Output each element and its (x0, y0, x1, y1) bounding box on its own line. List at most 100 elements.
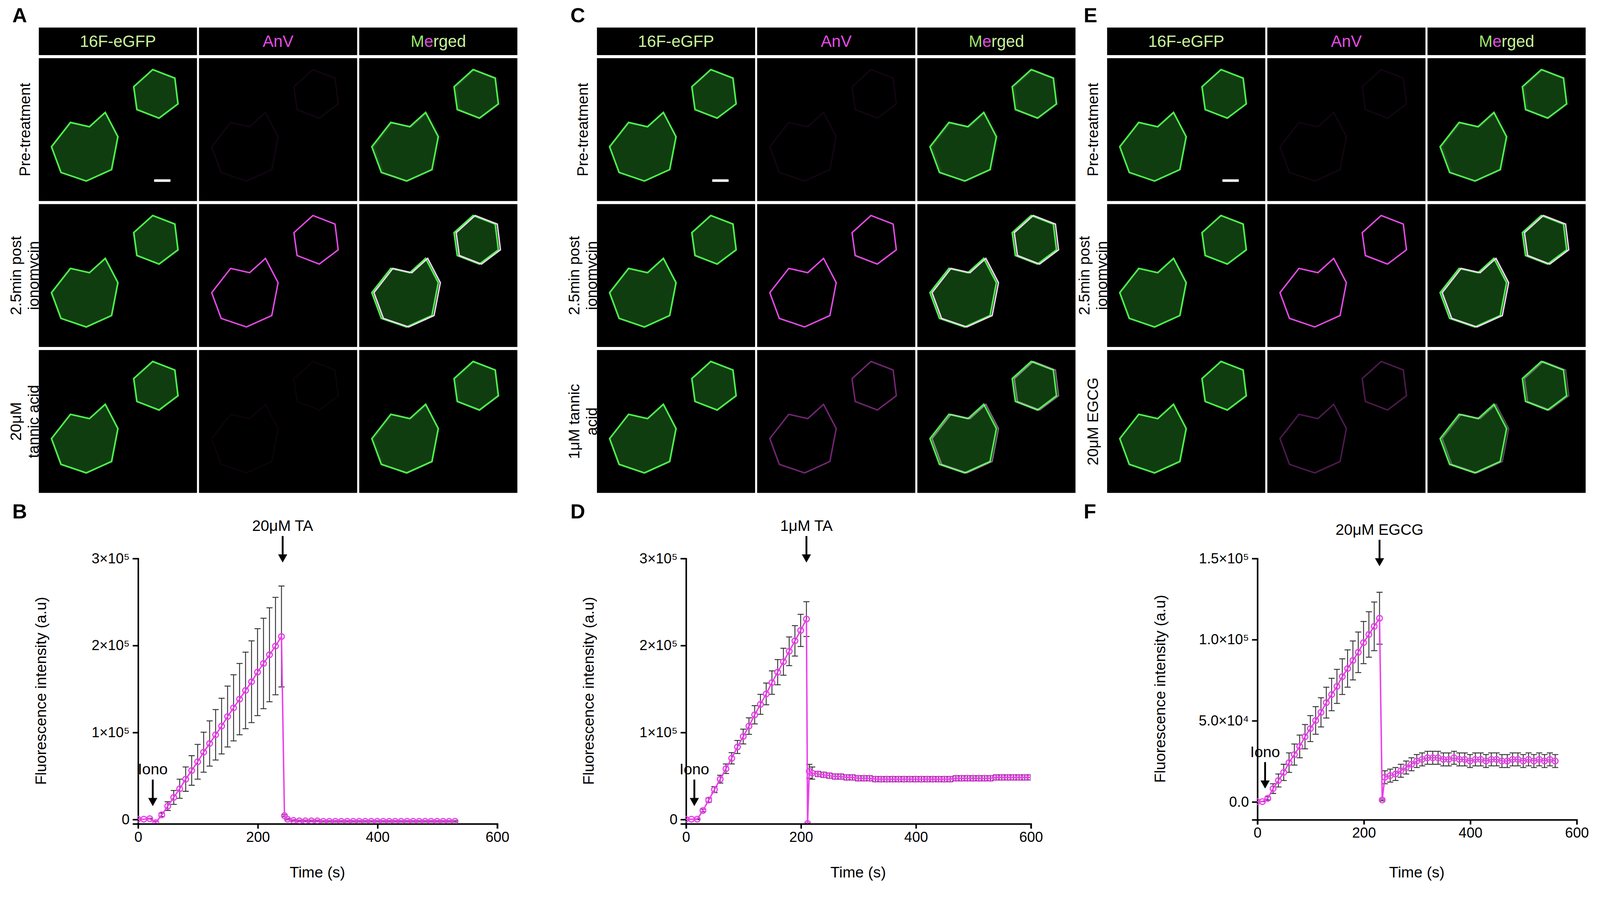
error-bar-cap (1488, 765, 1495, 767)
error-bar-cap (194, 778, 201, 780)
cell-outline (1201, 69, 1247, 118)
error-bar-cap (1366, 611, 1373, 613)
data-point (200, 749, 207, 756)
y-tick-label: 2×10⁵ (639, 637, 678, 654)
y-tick-label: 1.5×10⁵ (1198, 550, 1249, 567)
y-tick: 0 (121, 811, 138, 828)
row-label: 2.5min post (1075, 235, 1093, 316)
error-bar-cap (1344, 686, 1351, 688)
x-axis-line (1257, 819, 1578, 825)
error-bar-cap (751, 723, 758, 725)
data-point (332, 818, 339, 824)
y-tick-mark (1251, 719, 1258, 722)
annexin-stain (211, 112, 279, 182)
error-bar-cap (768, 670, 775, 672)
data-point (775, 669, 781, 675)
data-point (1259, 798, 1266, 805)
header-part: rged (991, 32, 1025, 51)
cell-outline (691, 361, 736, 410)
data-point (883, 776, 890, 783)
data-point (872, 776, 879, 783)
data-point (368, 818, 375, 824)
data-point (941, 776, 948, 783)
data-point (935, 776, 942, 783)
error-bar-cap (1435, 750, 1442, 752)
y-axis-title: Fluorescence intensity (a.u) (1151, 594, 1169, 783)
error-bar-cap (1445, 765, 1452, 767)
error-bar-cap (1445, 752, 1452, 754)
cell-outline (51, 258, 118, 327)
error-bar-cap (1525, 752, 1532, 754)
annexin-stain (769, 404, 837, 474)
x-tick-label: 0 (1253, 824, 1262, 841)
error-bar-cap (1408, 757, 1415, 758)
plot-area (1257, 592, 1559, 805)
column-header-box (757, 27, 916, 56)
data-point (284, 816, 291, 822)
error-bar-cap (1435, 763, 1442, 765)
x-tick: 400 (366, 823, 390, 845)
row-label: ionomycin (583, 241, 600, 310)
data-point (362, 818, 369, 824)
error-bar-cap (182, 766, 190, 768)
data-point (1333, 683, 1340, 690)
error-bar-cap (1344, 649, 1351, 650)
error-bar-cap (278, 686, 285, 688)
annexin-stain (851, 361, 897, 410)
row-label: Pre-treatment (1084, 82, 1102, 177)
micrograph (1427, 350, 1586, 493)
error-bar-cap (780, 647, 787, 649)
error-bar-cap (745, 717, 752, 718)
cell-outline (1440, 258, 1507, 327)
cell-outline (609, 258, 677, 327)
error-bar-cap (218, 697, 225, 699)
data-point (912, 776, 919, 783)
error-bar-cap (1546, 752, 1554, 754)
y-tick-mark (680, 557, 686, 560)
data-point (930, 776, 936, 783)
data-point (1302, 733, 1309, 740)
annexin-stain (1014, 215, 1059, 265)
annexin-stain (769, 112, 837, 182)
y-tick-mark (680, 644, 686, 647)
error-bar-cap (254, 715, 261, 717)
data-point (212, 731, 219, 738)
x-axis-line (686, 823, 1032, 829)
error-bar-cap (1472, 752, 1479, 754)
data-point (826, 772, 833, 779)
annexin-stain (1442, 258, 1509, 327)
error-bar-cap (1371, 601, 1378, 603)
y-tick: 1×10⁵ (639, 724, 686, 741)
error-bar-cap (1381, 770, 1388, 772)
data-point (218, 723, 225, 729)
error-bar-cap (785, 636, 793, 638)
error-bar-cap (1392, 780, 1399, 781)
column-header: AnV (820, 32, 852, 51)
header-part: M (1478, 32, 1493, 51)
data-point (141, 816, 147, 822)
error-bar-cap (1509, 765, 1516, 767)
x-tick: 200 (246, 823, 270, 845)
data-point (1323, 699, 1330, 706)
error-bar-cap (1397, 776, 1404, 778)
error-bar-cap (248, 721, 255, 723)
data-point (889, 776, 896, 783)
y-tick-label: 5.0×10⁴ (1198, 712, 1250, 729)
data-point (1371, 623, 1378, 630)
data-point (820, 771, 827, 778)
y-tick-mark (132, 557, 138, 560)
error-bar-cap (230, 674, 237, 675)
data-point (1552, 758, 1559, 765)
header-part: M (968, 32, 983, 51)
error-bar-cap (1350, 640, 1357, 642)
data-point (769, 679, 775, 686)
x-tick-mark (1030, 823, 1033, 829)
annexin-stain (932, 258, 999, 327)
error-bar-cap (1301, 723, 1309, 725)
error-bar-cap (797, 613, 804, 615)
error-bar-cap (188, 755, 195, 756)
column-header: Merged (1478, 32, 1535, 51)
data-point (350, 818, 357, 824)
panel-label: A (12, 3, 27, 27)
y-tick-mark (1251, 801, 1258, 803)
